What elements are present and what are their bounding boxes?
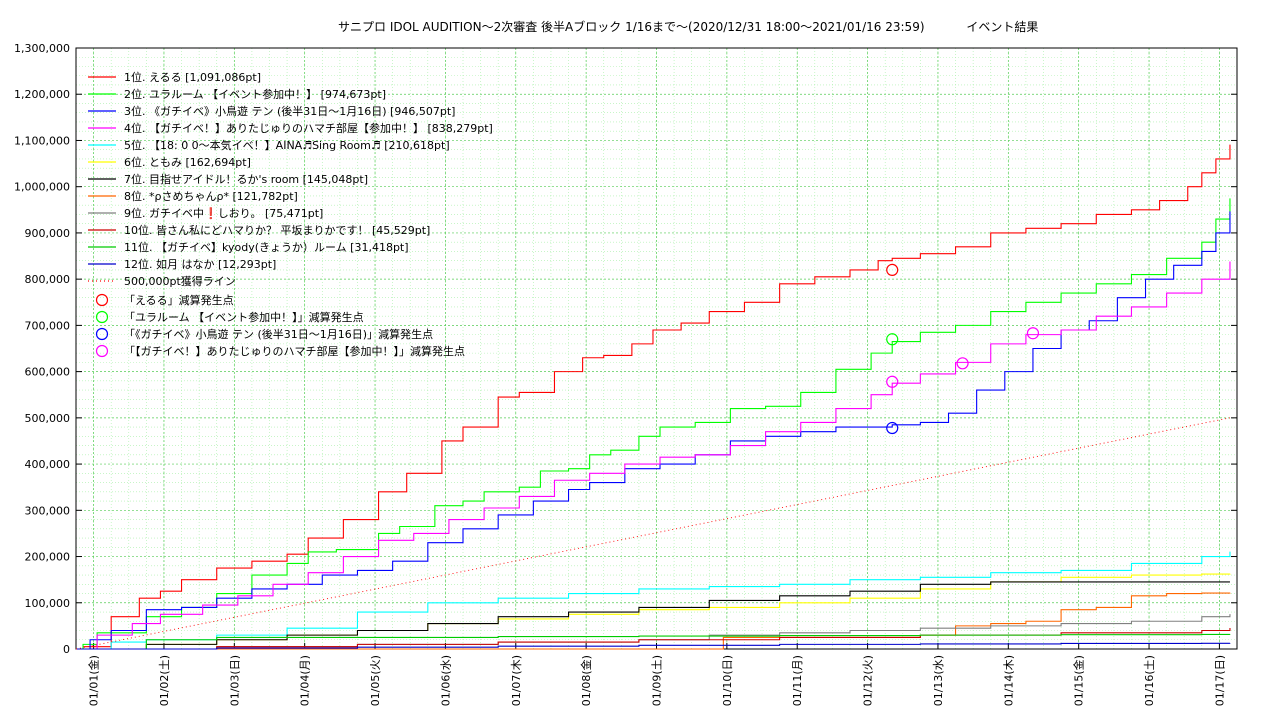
legend-marker-label: 「えるる」減算発生点 <box>124 293 234 307</box>
y-tick-label: 500,000 <box>25 412 71 425</box>
x-tick-label: 01/07(木) <box>510 655 523 706</box>
x-tick-label: 01/09(土) <box>651 655 664 706</box>
legend-marker <box>95 344 109 358</box>
series-line-11 <box>76 633 1231 650</box>
legend-label: 6位. ともみ [162,694pt] <box>124 155 251 169</box>
legend-label: 7位. 目指せアイドル！るか's room [145,048pt] <box>124 172 368 186</box>
decrease-marker-point <box>956 357 969 370</box>
legend-label: 12位. 如月 はなか [12,293pt] <box>124 257 276 271</box>
legend-label: 1位. えるる [1,091,086pt] <box>124 70 261 84</box>
legend-label: 2位. ユラルーム 【イベント参加中！】 [974,673pt] <box>124 87 386 101</box>
chart-title: サニプロ IDOL AUDITION〜2次審査 後半Aブロック 1/16まで〜(… <box>338 18 1038 35</box>
legend-label: 9位. ガチイベ中❗しおり。 [75,471pt] <box>124 206 323 220</box>
legend-label: 10位. 皆さん私にどハマりか？ 平坂まりかです！ [45,529pt] <box>124 223 430 237</box>
legend-marker <box>95 310 109 324</box>
y-tick-label: 300,000 <box>25 504 71 517</box>
series-line-12 <box>76 642 1231 650</box>
chart-title-main: サニプロ IDOL AUDITION〜2次審査 後半Aブロック 1/16まで〜(… <box>338 20 925 34</box>
series-line-4 <box>76 261 1231 650</box>
decrease-marker-point <box>886 263 899 277</box>
y-tick-label: 900,000 <box>25 227 71 240</box>
chart-title-suffix: イベント結果 <box>966 20 1039 34</box>
legend-label: 500,000pt獲得ライン <box>124 275 236 288</box>
grid <box>75 47 1238 650</box>
legend-label: 8位. *ρさめちゃんρ* [121,782pt] <box>124 189 298 203</box>
decrease-marker-point <box>886 375 899 388</box>
series-line-7 <box>76 581 1230 650</box>
y-tick-label: 600,000 <box>25 366 71 379</box>
x-tick-label: 01/13(水) <box>932 655 945 706</box>
legend-label: 3位. 《ガチイベ》小鳥遊 テン (後半31日〜1月16日) [946,507p… <box>124 104 455 118</box>
legend-marker-label: 「ユラルーム 【イベント参加中！】」減算発生点 <box>124 310 364 324</box>
decrease-marker-point <box>886 333 899 346</box>
x-tick-label: 01/08(金) <box>579 655 593 706</box>
series-line-2 <box>76 198 1231 650</box>
y-tick-label: 1,100,000 <box>14 134 70 147</box>
legend-label: 11位. 【ガチイベ】kyody(きょうか）ルーム [31,418pt] <box>124 240 409 254</box>
x-tick-label: 01/16(土) <box>1143 655 1156 706</box>
x-tick-label: 01/02(土) <box>158 655 171 706</box>
axes: 0 100,000 200,000 300,000 400,000 500,000 600,… <box>14 42 1238 706</box>
series-line-1 <box>76 144 1231 650</box>
y-tick-label: 1,000,000 <box>14 181 70 194</box>
legend-marker-label: 「《ガチイベ》小鳥遊 テン (後半31日〜1月16日)」減算発生点 <box>124 327 433 341</box>
x-tick-label: 01/10(日) <box>721 655 734 706</box>
marker-group <box>886 263 1040 435</box>
x-tick-label: 01/15(金) <box>1072 655 1086 706</box>
x-tick-label: 01/17(日) <box>1213 655 1226 706</box>
legend-marker <box>95 327 109 341</box>
legend-marker <box>95 293 109 307</box>
legend-label: 4位. 【ガチイベ！】ありたじゅりのハマチ部屋【参加中！】 [838,279pt… <box>124 121 493 135</box>
legend-marker-label: 「【ガチイベ！】ありたじゅりのハマチ部屋【参加中！】」減算発生点 <box>124 344 465 358</box>
decrease-marker-point <box>886 421 899 435</box>
series-line-8 <box>76 592 1231 650</box>
x-tick-label: 01/12(火) <box>862 655 875 706</box>
y-tick-label: 1,200,000 <box>14 88 70 101</box>
x-tick-label: 01/04(月) <box>299 655 312 706</box>
y-tick-label: 400,000 <box>25 458 71 471</box>
x-tick-label: 01/11(月) <box>791 655 804 706</box>
x-tick-label: 01/14(木) <box>1002 655 1015 706</box>
x-tick-label: 01/06(水) <box>439 655 452 706</box>
series-line-3 <box>76 211 1231 650</box>
series-line-13 <box>75 417 1231 650</box>
x-tick-label: 01/05(火) <box>369 655 382 706</box>
legend: 1位. えるる [1,091,086pt] 2位. ユラルーム 【イベント参加中！… <box>88 70 493 358</box>
decrease-marker-point <box>1026 327 1040 340</box>
y-tick-label: 100,000 <box>25 597 71 610</box>
y-tick-label: 0 <box>63 643 70 656</box>
y-tick-label: 700,000 <box>25 319 71 332</box>
x-tick-label: 01/01(金) <box>87 655 101 706</box>
y-tick-label: 200,000 <box>25 551 71 564</box>
legend-label: 5位. 【18: 0 0〜本気イベ！】AINA♬Sing Room♬ [210,… <box>124 138 450 152</box>
series-group <box>75 144 1231 650</box>
x-tick-label: 01/03(日) <box>228 655 241 706</box>
y-tick-label: 1,300,000 <box>14 42 70 55</box>
y-tick-label: 800,000 <box>25 273 71 286</box>
series-line-5 <box>76 551 1231 650</box>
